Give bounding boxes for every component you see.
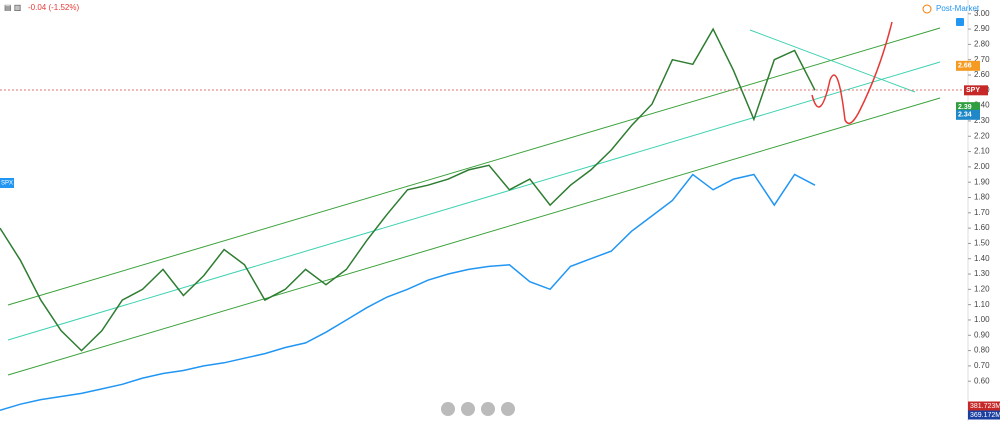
y-tick-label: 2.70 [974,55,990,64]
price-tag-label: 2.66 [958,63,972,70]
y-tick-label: 1.40 [974,254,990,263]
y-tick-label: 0.80 [974,346,990,355]
price-tag-label: SPY [966,87,980,94]
channel-bottom [7,97,941,376]
volume-tag-label: 381.723M [970,403,1000,410]
volume-tag-label: 369.172M [970,412,1000,419]
y-tick-label: 2.10 [974,147,990,156]
series-line [0,27,816,352]
y-tick-label: 2.00 [974,162,990,171]
price-tag [956,60,980,71]
y-tick-label: 1.90 [974,177,990,186]
y-tick-label: 1.50 [974,239,990,248]
y-tick-label: 1.10 [974,300,990,309]
y-tick-label: 1.20 [974,284,990,293]
y-tick-label: 0.70 [974,361,990,370]
y-tick-label: 2.90 [974,24,990,33]
header-icons: ▤ ▥ [4,3,21,12]
nav-buttons [441,402,515,416]
channel-top [7,27,941,306]
price-tag-label: 2.34 [958,112,972,119]
price-tag [956,109,980,120]
series-line [0,173,816,412]
y-tick-label: 2.30 [974,116,990,125]
y-tick-label: 2.40 [974,101,990,110]
price-tag-label: 2.39 [958,104,972,111]
nav-button[interactable] [461,402,475,416]
y-tick-label: 1.80 [974,193,990,202]
forecast-path [811,21,893,125]
save-icon[interactable] [956,18,964,26]
y-tick-label: 1.30 [974,269,990,278]
y-tick-label: 0.90 [974,330,990,339]
y-tick-label: 0.60 [974,376,990,385]
volume-tag [968,401,1000,411]
header-change: -0.04 (-1.52%) [28,3,79,12]
price-tag [964,85,988,96]
session-icon [922,4,932,14]
series-label: SPX [1,181,13,187]
y-tick-label: 3.00 [974,9,990,18]
session: Post-Market [936,4,980,13]
nav-button[interactable] [501,402,515,416]
series-label-bg [0,178,14,188]
y-tick-label: 2.20 [974,131,990,140]
trend-line [749,29,916,93]
price-tag [956,102,980,113]
volume-tag [968,410,1000,420]
nav-button[interactable] [441,402,455,416]
y-tick-label: 1.00 [974,315,990,324]
y-tick-label: 2.80 [974,40,990,49]
nav-button[interactable] [481,402,495,416]
y-tick-label: 2.60 [974,70,990,79]
y-tick-label: 1.70 [974,208,990,217]
channel-mid [7,61,941,341]
y-tick-label: 1.60 [974,223,990,232]
